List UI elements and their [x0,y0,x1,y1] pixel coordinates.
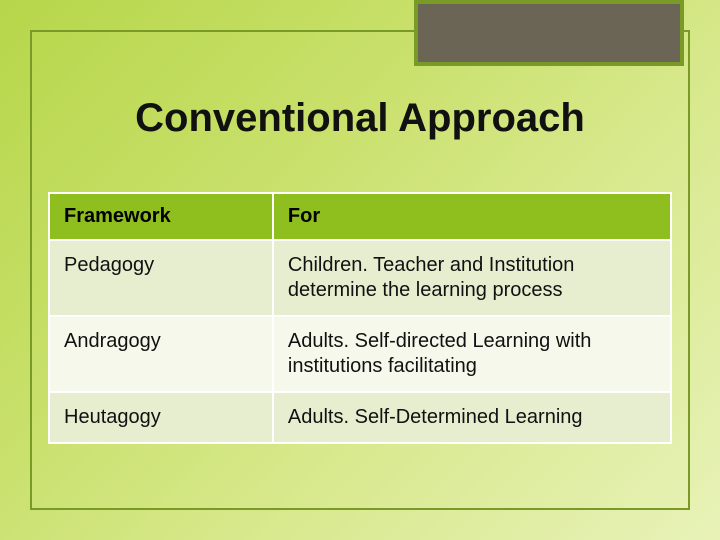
cell-for: Adults. Self-directed Learning with inst… [273,316,671,392]
cell-framework: Pedagogy [49,240,273,316]
table-header-for: For [273,193,671,240]
slide: Conventional Approach Framework For Peda… [0,0,720,540]
slide-title: Conventional Approach [0,96,720,141]
cell-framework: Andragogy [49,316,273,392]
table-row: Heutagogy Adults. Self-Determined Learni… [49,392,671,443]
approach-table: Framework For Pedagogy Children. Teacher… [48,192,672,444]
corner-accent-box [414,0,684,66]
cell-for: Children. Teacher and Institution determ… [273,240,671,316]
table-row: Andragogy Adults. Self-directed Learning… [49,316,671,392]
cell-for: Adults. Self-Determined Learning [273,392,671,443]
table-row: Pedagogy Children. Teacher and Instituti… [49,240,671,316]
table-header-row: Framework For [49,193,671,240]
cell-framework: Heutagogy [49,392,273,443]
table-header-framework: Framework [49,193,273,240]
